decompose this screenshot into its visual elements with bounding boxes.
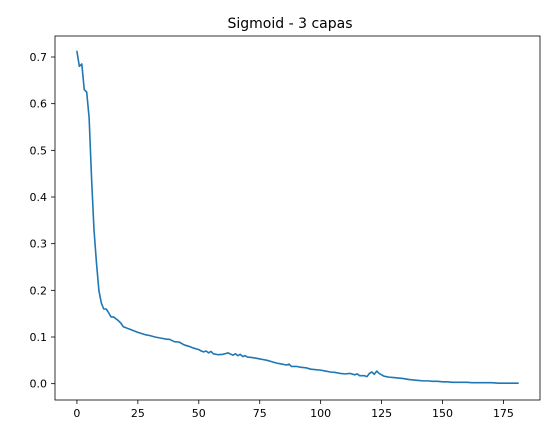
x-tick-label: 50 <box>192 407 206 420</box>
y-tick-label: 0.5 <box>30 144 48 157</box>
y-tick-label: 0.4 <box>30 191 48 204</box>
series-line-0 <box>76 50 519 385</box>
y-tick-label: 0.2 <box>30 284 48 297</box>
axes: 0 25 50 75 100 125 150 175 0.0 0.1 0.2 0.3 0.4 0.5 0.6… <box>30 35 541 420</box>
x-tick-label: 175 <box>493 407 514 420</box>
x-tick-label: 150 <box>432 407 453 420</box>
x-tick-label: 25 <box>131 407 145 420</box>
y-tick-label: 0.1 <box>30 331 48 344</box>
y-tick-label: 0.3 <box>30 238 48 251</box>
x-tick-label: 75 <box>253 407 267 420</box>
x-tick-label: 100 <box>310 407 331 420</box>
x-tick-label: 125 <box>371 407 392 420</box>
y-tick-label: 0.6 <box>30 98 48 111</box>
plot-frame <box>54 35 541 401</box>
chart-title: Sigmoid - 3 capas <box>228 16 353 32</box>
x-tick-label: 0 <box>73 407 80 420</box>
y-tick-label: 0.0 <box>30 378 48 391</box>
series-layer <box>76 50 519 385</box>
y-tick-label: 0.7 <box>30 51 48 64</box>
